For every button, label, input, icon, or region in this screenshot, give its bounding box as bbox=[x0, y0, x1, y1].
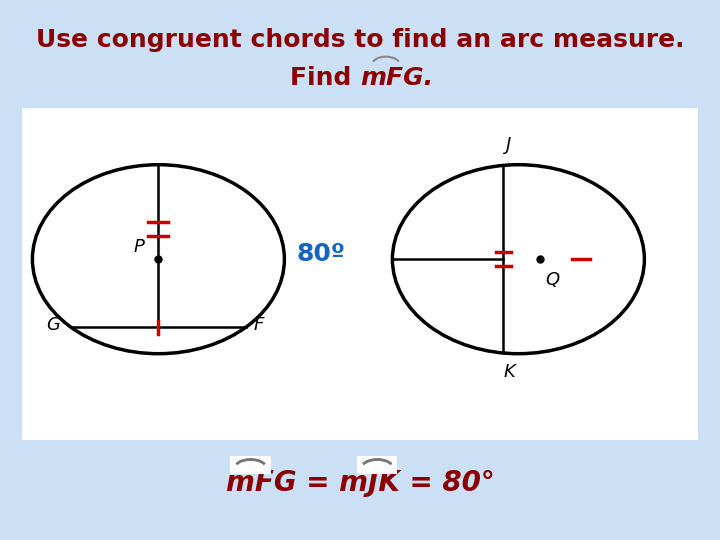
Bar bbox=[357, 456, 397, 474]
Text: P: P bbox=[133, 239, 144, 256]
Text: J: J bbox=[506, 136, 512, 153]
Text: G: G bbox=[46, 315, 60, 334]
FancyBboxPatch shape bbox=[22, 108, 698, 440]
Bar bbox=[230, 456, 271, 474]
Text: mFG.: mFG. bbox=[360, 66, 433, 90]
Text: mFG = mJK = 80°: mFG = mJK = 80° bbox=[225, 469, 495, 497]
Text: 80º: 80º bbox=[297, 242, 346, 266]
Text: K: K bbox=[503, 363, 515, 381]
Text: Use congruent chords to find an arc measure.: Use congruent chords to find an arc meas… bbox=[36, 29, 684, 52]
Text: Find: Find bbox=[290, 66, 360, 90]
Text: Q: Q bbox=[546, 271, 560, 289]
Text: F: F bbox=[253, 315, 264, 334]
